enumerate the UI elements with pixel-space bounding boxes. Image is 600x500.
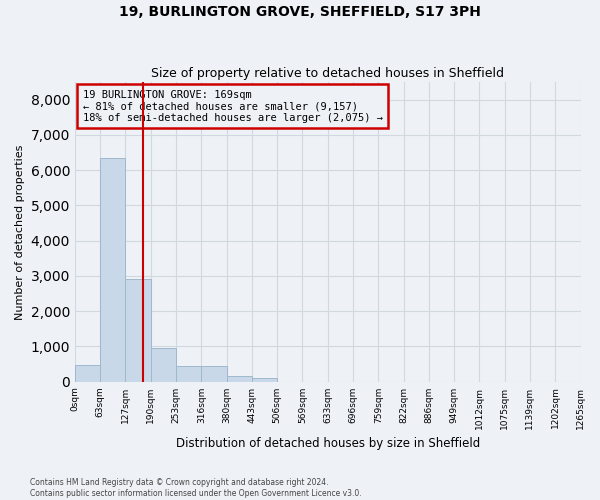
Bar [202,366,227,382]
Title: Size of property relative to detached houses in Sheffield: Size of property relative to detached ho… [151,66,504,80]
Y-axis label: Number of detached properties: Number of detached properties [15,144,25,320]
Bar [176,366,202,382]
Text: Contains HM Land Registry data © Crown copyright and database right 2024.
Contai: Contains HM Land Registry data © Crown c… [30,478,362,498]
Bar [151,348,176,382]
Bar [227,376,252,382]
Bar [252,378,277,382]
Bar [100,158,125,382]
Text: 19 BURLINGTON GROVE: 169sqm
← 81% of detached houses are smaller (9,157)
18% of : 19 BURLINGTON GROVE: 169sqm ← 81% of det… [83,90,383,122]
Bar [75,365,100,382]
X-axis label: Distribution of detached houses by size in Sheffield: Distribution of detached houses by size … [176,437,480,450]
Text: 19, BURLINGTON GROVE, SHEFFIELD, S17 3PH: 19, BURLINGTON GROVE, SHEFFIELD, S17 3PH [119,5,481,19]
Bar [125,280,151,382]
